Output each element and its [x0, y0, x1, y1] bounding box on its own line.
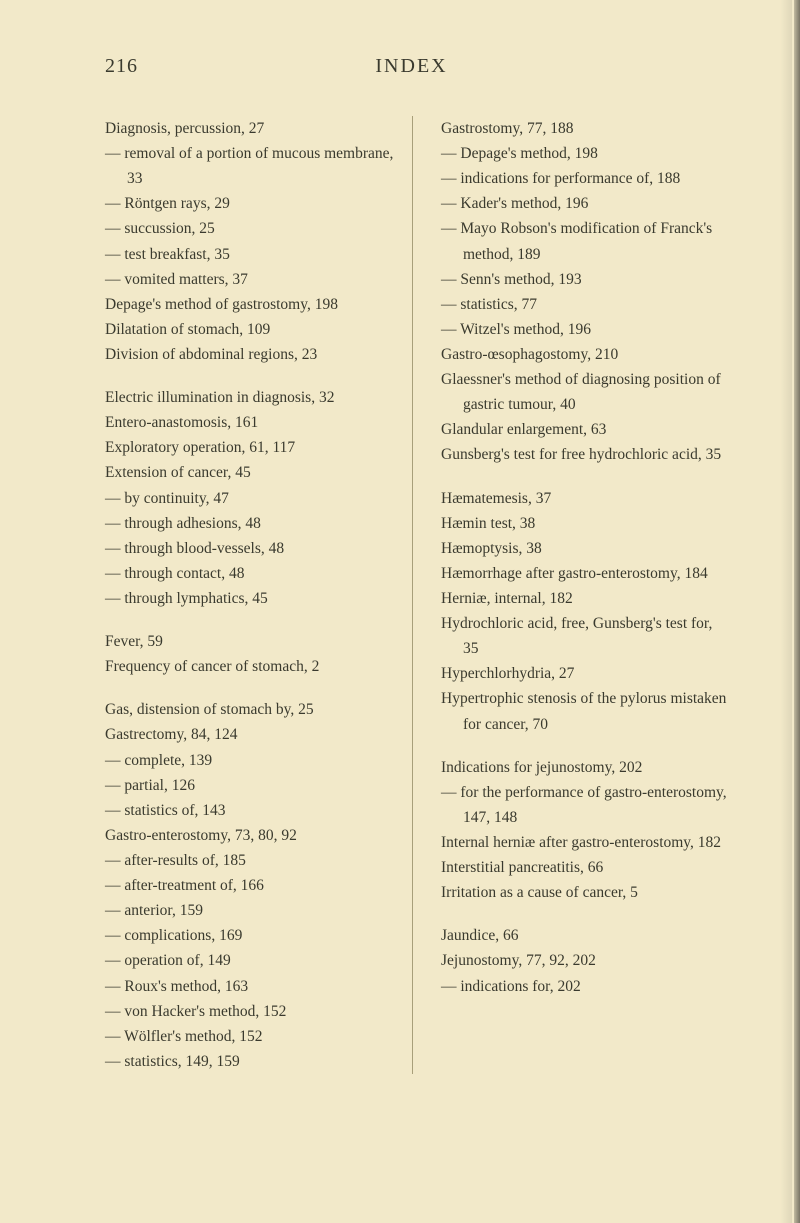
index-entry: Hæmoptysis, 38 — [441, 536, 730, 561]
index-entry: Hydrochloric acid, free, Gunsberg's test… — [441, 611, 730, 661]
index-entry: Jaundice, 66 — [441, 923, 730, 948]
index-entry: Gunsberg's test for free hydrochloric ac… — [441, 442, 730, 467]
index-entry: — statistics, 149, 159 — [105, 1049, 394, 1074]
entry-gap — [441, 737, 730, 755]
page-shadow-inner — [780, 0, 792, 1223]
page-header: 216 INDEX — [105, 55, 730, 78]
index-entry: — after-treatment of, 166 — [105, 873, 394, 898]
index-entry: Exploratory operation, 61, 117 — [105, 435, 394, 460]
index-entry: — indications for performance of, 188 — [441, 166, 730, 191]
index-entry: — through contact, 48 — [105, 561, 394, 586]
index-entry: — removal of a portion of mucous membran… — [105, 141, 394, 191]
index-entry: Irritation as a cause of cancer, 5 — [441, 880, 730, 905]
index-entry: Division of abdominal regions, 23 — [105, 342, 394, 367]
index-entry: — operation of, 149 — [105, 948, 394, 973]
index-entry: Gastro-enterostomy, 73, 80, 92 — [105, 823, 394, 848]
index-entry: — test breakfast, 35 — [105, 242, 394, 267]
index-entry: — statistics of, 143 — [105, 798, 394, 823]
index-entry: Indications for jejunostomy, 202 — [441, 755, 730, 780]
index-entry: — vomited matters, 37 — [105, 267, 394, 292]
index-entry: — after-results of, 185 — [105, 848, 394, 873]
column-right: Gastrostomy, 77, 188— Depage's method, 1… — [412, 116, 730, 1074]
entry-gap — [105, 367, 394, 385]
index-entry: — Kader's method, 196 — [441, 191, 730, 216]
entry-gap — [105, 611, 394, 629]
index-entry: — through adhesions, 48 — [105, 511, 394, 536]
index-page: 216 INDEX Diagnosis, percussion, 27— rem… — [0, 0, 800, 1114]
index-entry: Hyperchlorhydria, 27 — [441, 661, 730, 686]
index-entry: Hæmorrhage after gastro-enterostomy, 184 — [441, 561, 730, 586]
index-entry: — through blood-vessels, 48 — [105, 536, 394, 561]
entry-gap — [105, 679, 394, 697]
index-entry: Diagnosis, percussion, 27 — [105, 116, 394, 141]
index-entry: — for the performance of gastro-enterost… — [441, 780, 730, 830]
index-entry: Gastrostomy, 77, 188 — [441, 116, 730, 141]
column-left: Diagnosis, percussion, 27— removal of a … — [105, 116, 412, 1074]
index-entry: Gastrectomy, 84, 124 — [105, 722, 394, 747]
index-entry: — anterior, 159 — [105, 898, 394, 923]
index-entry: — Roux's method, 163 — [105, 974, 394, 999]
index-entry: Fever, 59 — [105, 629, 394, 654]
index-entry: Hæmin test, 38 — [441, 511, 730, 536]
index-entry: Gastro-œsophagostomy, 210 — [441, 342, 730, 367]
index-columns: Diagnosis, percussion, 27— removal of a … — [105, 116, 730, 1074]
index-entry: — by continuity, 47 — [105, 486, 394, 511]
page-title: INDEX — [375, 55, 447, 78]
index-entry: Entero-anastomosis, 161 — [105, 410, 394, 435]
index-entry: Electric illumination in diagnosis, 32 — [105, 385, 394, 410]
index-entry: Interstitial pancreatitis, 66 — [441, 855, 730, 880]
index-entry: — Senn's method, 193 — [441, 267, 730, 292]
index-entry: — Witzel's method, 196 — [441, 317, 730, 342]
index-entry: Hypertrophic stenosis of the pylorus mis… — [441, 686, 730, 736]
index-entry: Gas, distension of stomach by, 25 — [105, 697, 394, 722]
page-number: 216 — [105, 55, 138, 78]
index-entry: Dilatation of stomach, 109 — [105, 317, 394, 342]
index-entry: Internal herniæ after gastro-enterostomy… — [441, 830, 730, 855]
index-entry: — Depage's method, 198 — [441, 141, 730, 166]
index-entry: — Mayo Robson's modification of Franck's… — [441, 216, 730, 266]
index-entry: Herniæ, internal, 182 — [441, 586, 730, 611]
index-entry: Frequency of cancer of stomach, 2 — [105, 654, 394, 679]
index-entry: — partial, 126 — [105, 773, 394, 798]
page-shadow-edge — [794, 0, 800, 1223]
entry-gap — [441, 905, 730, 923]
index-entry: Depage's method of gastrostomy, 198 — [105, 292, 394, 317]
index-entry: — complications, 169 — [105, 923, 394, 948]
index-entry: Jejunostomy, 77, 92, 202 — [441, 948, 730, 973]
entry-gap — [441, 468, 730, 486]
index-entry: — von Hacker's method, 152 — [105, 999, 394, 1024]
index-entry: — complete, 139 — [105, 748, 394, 773]
index-entry: — Röntgen rays, 29 — [105, 191, 394, 216]
index-entry: Glaessner's method of diagnosing positio… — [441, 367, 730, 417]
index-entry: — Wölfler's method, 152 — [105, 1024, 394, 1049]
index-entry: Glandular enlargement, 63 — [441, 417, 730, 442]
index-entry: Extension of cancer, 45 — [105, 460, 394, 485]
index-entry: — succussion, 25 — [105, 216, 394, 241]
index-entry: — statistics, 77 — [441, 292, 730, 317]
index-entry: — indications for, 202 — [441, 974, 730, 999]
index-entry: — through lymphatics, 45 — [105, 586, 394, 611]
index-entry: Hæmatemesis, 37 — [441, 486, 730, 511]
